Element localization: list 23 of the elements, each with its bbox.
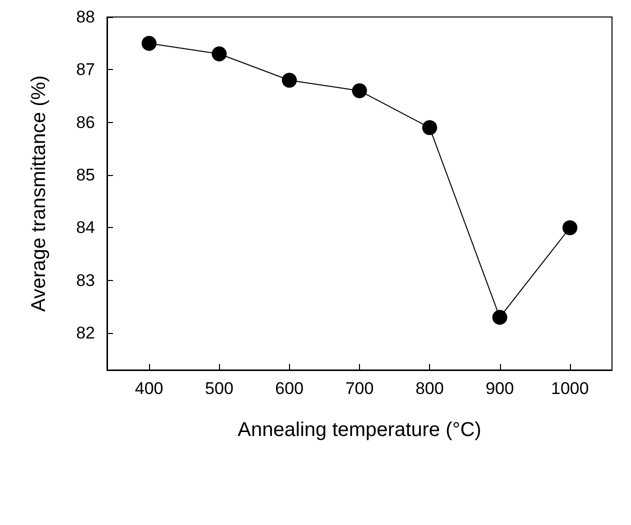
point bbox=[492, 310, 508, 325]
y-tick-label: 86 bbox=[76, 112, 95, 132]
y-tick-label: 82 bbox=[76, 324, 95, 343]
x-tick-label: 500 bbox=[205, 379, 234, 398]
x-axis-title: Annealing temperature (°C) bbox=[238, 419, 482, 441]
point bbox=[142, 36, 157, 51]
point bbox=[422, 120, 438, 136]
y-tick-label: 87 bbox=[76, 60, 95, 80]
x-tick-label: 1000 bbox=[551, 379, 589, 398]
point bbox=[212, 46, 227, 62]
y-tick-label: 85 bbox=[76, 166, 95, 185]
point bbox=[282, 72, 297, 88]
y-tick-label: 88 bbox=[76, 8, 95, 26]
point bbox=[562, 220, 578, 236]
x-tick-label: 900 bbox=[486, 379, 514, 398]
y-axis-title: Average transmittance (%) bbox=[28, 75, 50, 312]
x-tick-label: 700 bbox=[345, 379, 374, 398]
x-tick-label: 600 bbox=[275, 379, 304, 398]
x-tick-label: 800 bbox=[415, 379, 444, 398]
y-tick-label: 84 bbox=[76, 218, 95, 238]
x-tick-label: 400 bbox=[134, 379, 164, 398]
y-tick-label: 83 bbox=[76, 270, 95, 290]
point bbox=[352, 83, 367, 98]
